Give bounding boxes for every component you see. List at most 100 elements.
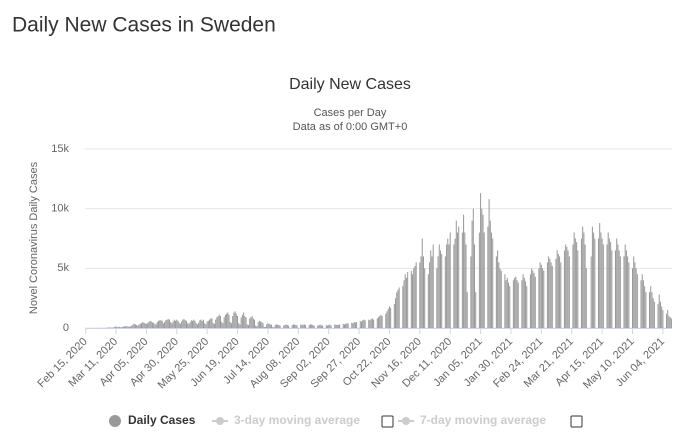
bar bbox=[436, 268, 437, 328]
bar bbox=[531, 268, 532, 328]
bar bbox=[322, 326, 323, 328]
legend-marker[interactable] bbox=[109, 415, 121, 427]
bar bbox=[207, 321, 208, 328]
bar bbox=[215, 320, 216, 328]
bar bbox=[135, 324, 136, 328]
bar bbox=[181, 321, 182, 328]
bar bbox=[286, 324, 287, 328]
bar bbox=[644, 286, 645, 328]
bar bbox=[163, 323, 164, 328]
bar bbox=[608, 233, 609, 328]
bar bbox=[153, 323, 154, 328]
bar bbox=[360, 321, 361, 328]
legend-marker[interactable] bbox=[216, 417, 224, 425]
bar bbox=[157, 322, 158, 328]
legend-checkbox[interactable] bbox=[382, 416, 393, 427]
bar bbox=[343, 324, 344, 328]
bar bbox=[255, 326, 256, 328]
bar bbox=[416, 262, 417, 328]
bar bbox=[288, 326, 289, 328]
bar bbox=[311, 324, 312, 328]
bar bbox=[113, 327, 114, 328]
bar bbox=[517, 280, 518, 328]
bar bbox=[165, 320, 166, 328]
bar bbox=[540, 262, 541, 328]
bar bbox=[465, 244, 466, 328]
bar bbox=[201, 320, 202, 328]
bar bbox=[645, 292, 646, 328]
bar bbox=[419, 262, 420, 328]
bar bbox=[132, 324, 133, 328]
bar bbox=[329, 325, 330, 328]
bar bbox=[253, 318, 254, 328]
bar bbox=[543, 271, 544, 328]
bar bbox=[497, 250, 498, 328]
bar bbox=[615, 250, 616, 328]
bar bbox=[565, 244, 566, 328]
bar bbox=[411, 271, 412, 328]
bar bbox=[640, 280, 641, 328]
bar bbox=[506, 280, 507, 328]
bar bbox=[489, 199, 490, 328]
bar bbox=[555, 259, 556, 328]
legend-checkbox[interactable] bbox=[571, 416, 582, 427]
bar bbox=[220, 316, 221, 328]
bar bbox=[150, 321, 151, 328]
bar bbox=[509, 286, 510, 328]
bar bbox=[552, 266, 553, 328]
bar bbox=[242, 315, 243, 328]
bar bbox=[447, 239, 448, 329]
bar bbox=[156, 324, 157, 328]
bar bbox=[236, 314, 237, 328]
bar bbox=[247, 324, 248, 328]
bar bbox=[190, 322, 191, 328]
bar bbox=[346, 323, 347, 328]
bar bbox=[186, 321, 187, 328]
bar bbox=[414, 266, 415, 328]
bar bbox=[284, 325, 285, 328]
chart-title: Daily New Cases bbox=[289, 76, 411, 93]
bar bbox=[139, 324, 140, 328]
bar bbox=[606, 244, 607, 328]
bar bbox=[456, 221, 457, 328]
bar bbox=[126, 326, 127, 328]
bar bbox=[394, 304, 395, 328]
bar bbox=[239, 324, 240, 328]
bar bbox=[623, 256, 624, 328]
bar bbox=[344, 324, 345, 328]
bar bbox=[627, 256, 628, 328]
bar bbox=[547, 262, 548, 328]
bar bbox=[246, 317, 247, 328]
bar bbox=[473, 209, 474, 328]
bar bbox=[458, 227, 459, 328]
bar bbox=[131, 326, 132, 328]
bar bbox=[312, 325, 313, 328]
bar bbox=[575, 239, 576, 329]
bar bbox=[185, 320, 186, 328]
bar bbox=[513, 280, 514, 328]
bar bbox=[226, 314, 227, 328]
bar bbox=[192, 321, 193, 328]
bar bbox=[564, 250, 565, 328]
bar bbox=[176, 320, 177, 328]
legend-label[interactable]: 7-day moving average bbox=[420, 413, 546, 427]
bar bbox=[484, 233, 485, 328]
bar bbox=[276, 324, 277, 328]
bar bbox=[233, 312, 234, 328]
legend-label[interactable]: 3-day moving average bbox=[234, 413, 360, 427]
bar bbox=[355, 323, 356, 328]
bar bbox=[524, 278, 525, 328]
bar bbox=[660, 302, 661, 328]
bar bbox=[175, 321, 176, 328]
bar bbox=[500, 268, 501, 328]
bar bbox=[348, 323, 349, 328]
bar bbox=[457, 233, 458, 328]
bar bbox=[467, 292, 468, 328]
bar bbox=[475, 292, 476, 328]
bar bbox=[583, 233, 584, 328]
legend-label[interactable]: Daily Cases bbox=[128, 413, 196, 427]
legend-marker[interactable] bbox=[402, 417, 410, 425]
bar bbox=[577, 250, 578, 328]
bar bbox=[320, 325, 321, 328]
bar bbox=[380, 315, 381, 328]
